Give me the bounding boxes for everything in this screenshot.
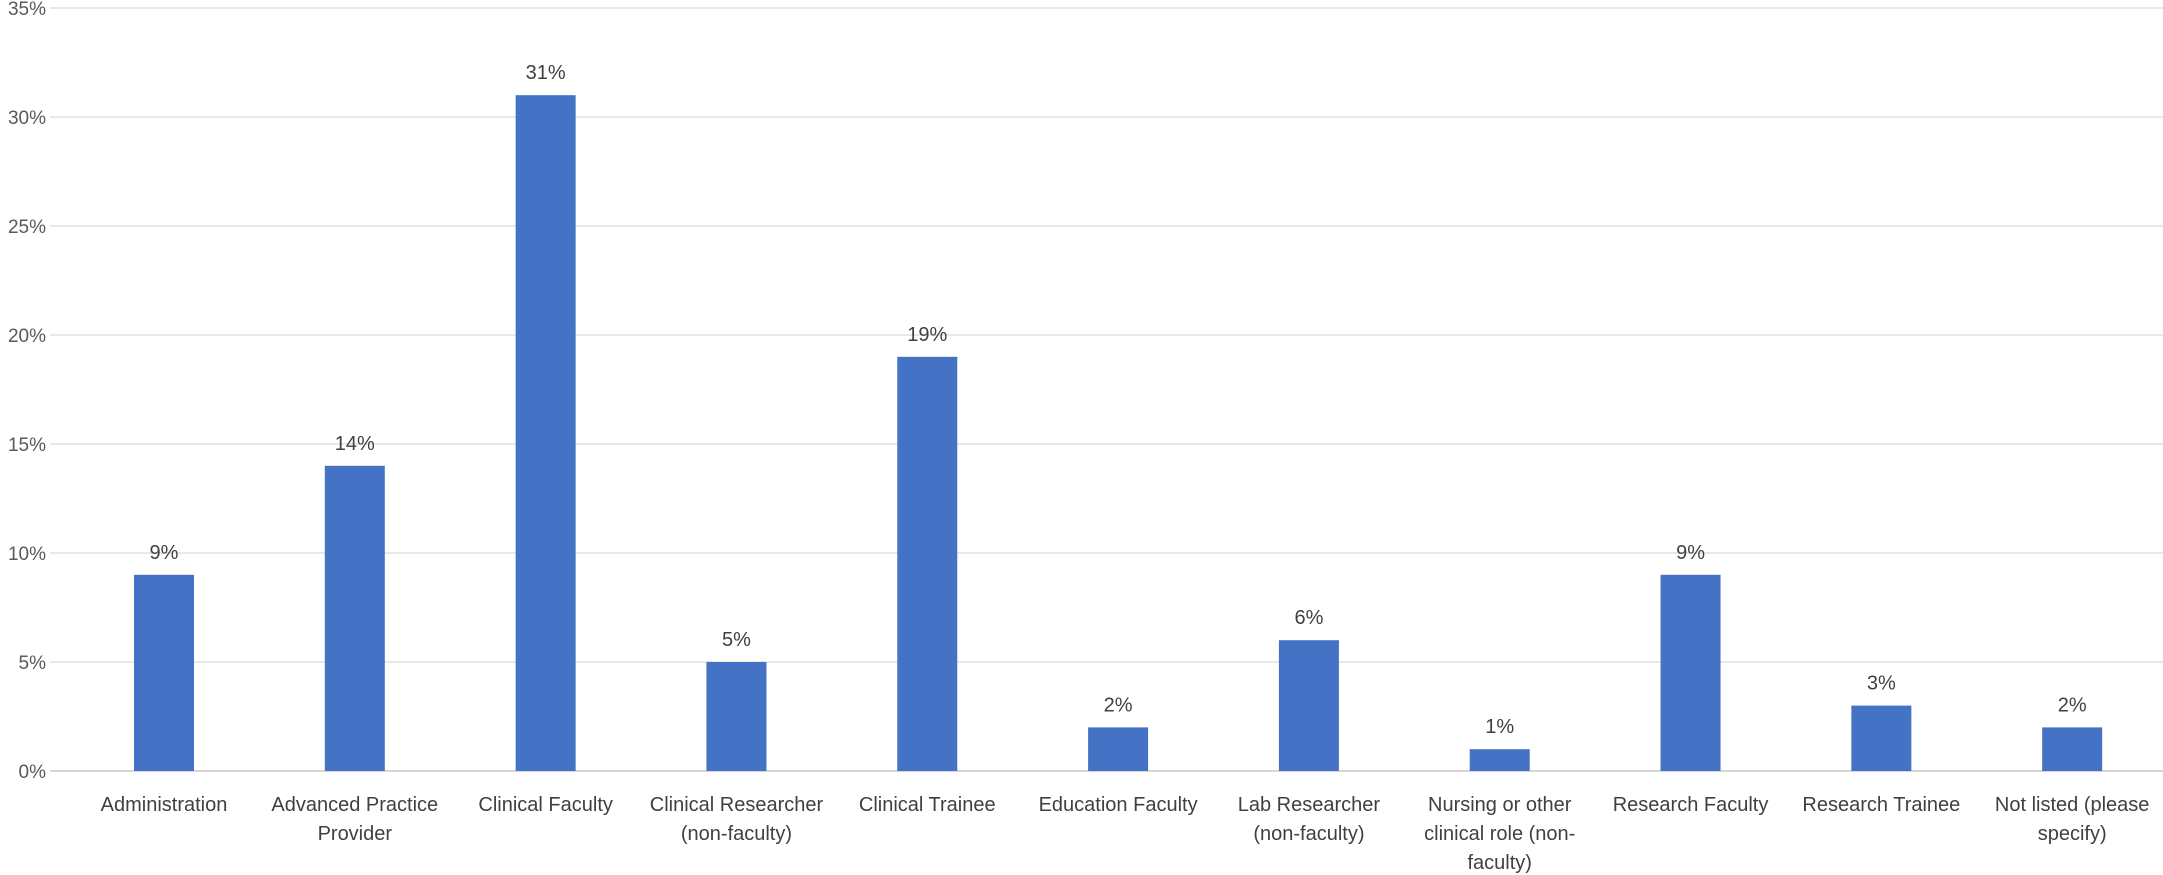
category-label: Not listed (please specify) [1995,794,2150,845]
y-tick-label: 20% [8,326,46,347]
data-label: 6% [1294,607,1323,629]
y-tick-label: 30% [8,108,46,129]
bar [706,662,767,771]
bar [1469,749,1530,771]
x-axis-category-labels: Administration Advanced Practice Provider C… [101,794,2150,874]
category-label-line: Provider [318,823,393,845]
data-labels: 9% 14% 31% 5% 19% 2% 6% 1% 9% 3% 2% [150,62,2087,738]
category-label-line: (non-faculty) [1253,823,1364,845]
category-label-line: Lab Researcher [1238,794,1381,816]
data-label: 19% [907,324,947,346]
category-label-line: Not listed (please [1995,794,2150,816]
y-tick-label: 15% [8,435,46,456]
y-tick-label: 25% [8,217,46,238]
y-tick-label: 5% [19,653,47,674]
category-label: Administration [101,794,228,816]
data-label: 9% [1676,542,1705,564]
category-label: Education Faculty [1039,794,1198,816]
bar [2042,727,2103,771]
category-label-line: Clinical Researcher [650,794,824,816]
bar [1088,727,1149,771]
y-tick-label: 35% [8,0,46,20]
category-label: Nursing or other clinical role (non-facul… [1424,794,1575,874]
category-label-line: Clinical Trainee [859,794,996,816]
category-label-line: Education Faculty [1039,794,1198,816]
data-label: 5% [722,629,751,651]
category-label-line: clinical role (non- [1424,823,1575,845]
category-label-line: Research Trainee [1802,794,1960,816]
bar [897,356,958,771]
bar [1660,574,1721,771]
category-label: Research Faculty [1613,794,1769,816]
category-label-line: (non-faculty) [681,823,792,845]
category-label-line: specify) [2038,823,2107,845]
data-label: 1% [1485,716,1514,738]
category-label: Research Trainee [1802,794,1960,816]
category-label: Clinical Researcher (non-faculty) [650,794,824,845]
y-tick-label: 10% [8,544,46,565]
bar [134,574,194,771]
data-label: 9% [150,542,179,564]
gridlines [50,7,2163,772]
category-label-line: Administration [101,794,228,816]
category-label-line: Clinical Faculty [478,794,612,816]
category-label: Advanced Practice Provider [271,794,438,845]
category-label: Clinical Faculty [478,794,612,816]
data-label: 2% [1104,694,1133,716]
data-label: 31% [526,62,566,84]
bar [1278,640,1339,771]
category-label-line: Advanced Practice [271,794,438,816]
y-axis-tick-labels: 0% 5% 10% 15% 20% 25% 30% 35% [8,0,46,783]
bar [515,95,576,771]
y-tick-label: 0% [19,762,47,783]
data-label: 3% [1867,673,1896,695]
bars [134,95,2103,771]
category-label-line: faculty) [1467,852,1531,874]
data-label: 14% [335,433,375,455]
category-label: Clinical Trainee [859,794,996,816]
data-label: 2% [2058,694,2087,716]
bar [1851,705,1912,771]
bar [324,465,385,771]
category-label-line: Nursing or other [1428,794,1572,816]
category-label-line: Research Faculty [1613,794,1769,816]
category-label: Lab Researcher (non-faculty) [1238,794,1381,845]
